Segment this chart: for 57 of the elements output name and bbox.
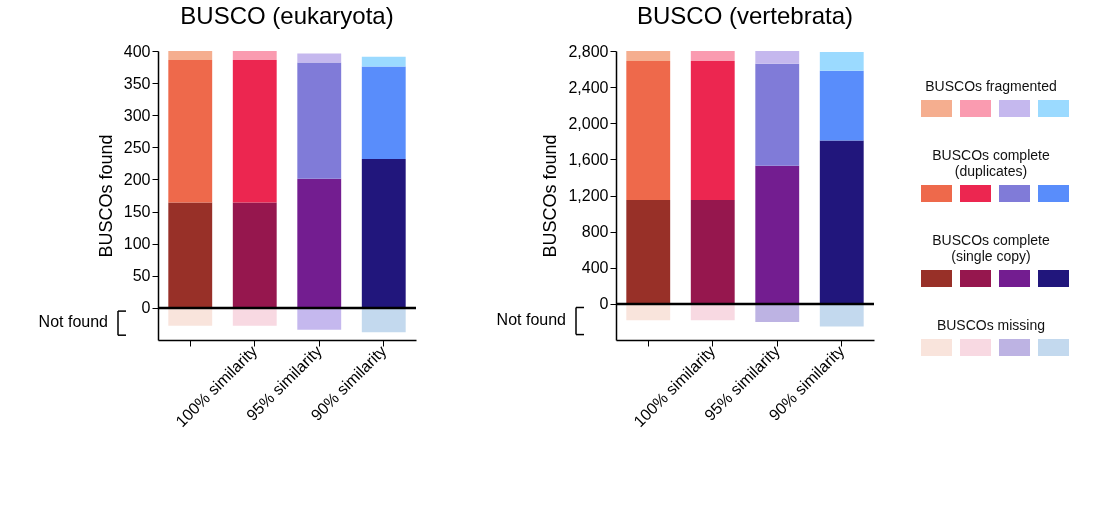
bar	[361, 66, 406, 159]
bar	[626, 303, 671, 321]
bar	[361, 56, 406, 67]
bar	[690, 51, 735, 61]
bar	[819, 70, 864, 141]
bar	[168, 202, 213, 308]
y-tick-label: 50	[132, 267, 151, 285]
bar	[232, 307, 277, 326]
bar	[361, 158, 406, 308]
bar	[361, 307, 406, 333]
bar	[168, 307, 213, 326]
y-tick-label: 1,200	[568, 187, 609, 204]
y-tick-label: 2,800	[568, 42, 609, 60]
bar	[755, 63, 800, 166]
y-axis-title: BUSCOs found	[95, 134, 116, 258]
bar	[626, 60, 671, 201]
bar	[297, 62, 342, 179]
y-tick-label: 0	[599, 295, 609, 313]
y-tick-label: 250	[123, 138, 151, 156]
bar	[690, 60, 735, 201]
bar	[232, 202, 277, 308]
bar	[819, 140, 864, 304]
chart-title: BUSCO (eukaryota)	[180, 2, 394, 29]
bar	[690, 303, 735, 321]
y-tick-label: 400	[581, 259, 609, 277]
y-tick-label: 350	[123, 74, 151, 92]
bar	[690, 200, 735, 304]
bar	[168, 59, 213, 203]
y-tick-label: 400	[123, 42, 151, 60]
y-tick-label: 300	[123, 106, 151, 124]
y-tick-label: 0	[141, 299, 151, 317]
text: BUSCOs complete (duplicates)	[931, 147, 1051, 179]
bar	[626, 200, 671, 304]
text: BUSCOs missing	[935, 317, 1047, 333]
y-tick-label: 2,000	[568, 114, 609, 132]
bar	[755, 165, 800, 304]
y-tick-label: 200	[123, 170, 151, 188]
text: Not found	[496, 311, 566, 329]
bar	[819, 303, 864, 327]
y-tick-label: 1,600	[568, 150, 609, 168]
text: BUSCOs complete (single copy)	[931, 232, 1051, 264]
text: BUSCOs fragmented	[924, 78, 1058, 94]
bar	[297, 178, 342, 308]
y-tick-label: 2,400	[568, 78, 609, 96]
chart-title: BUSCO (vertebrata)	[636, 2, 854, 29]
bar	[755, 303, 800, 322]
bar	[232, 51, 277, 60]
bar	[626, 51, 671, 61]
bar	[755, 51, 800, 64]
bar	[168, 51, 213, 60]
bar	[232, 59, 277, 203]
bar	[819, 51, 864, 71]
y-axis-title: BUSCOs found	[540, 134, 561, 258]
text: Not found	[38, 313, 108, 331]
y-tick-label: 100	[123, 235, 151, 253]
y-tick-label: 800	[581, 223, 609, 241]
y-tick-label: 150	[123, 203, 151, 221]
